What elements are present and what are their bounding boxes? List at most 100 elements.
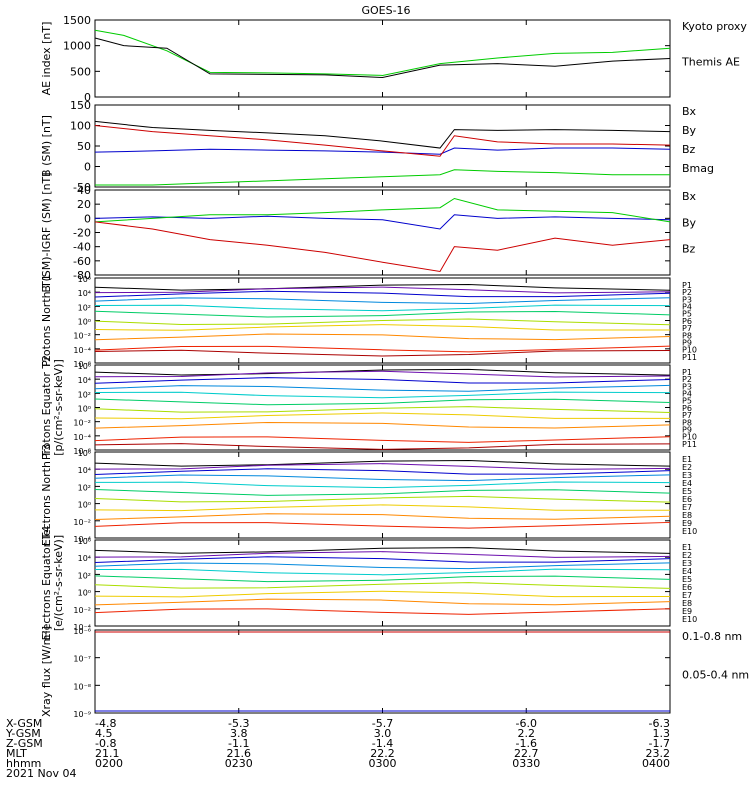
y-tick-label: 10² [78,571,91,580]
y-tick-label: 10⁻² [73,606,91,615]
y-tick-label: 10⁰ [78,501,91,510]
ephemeris-value: -5.3 [228,717,249,730]
legend-entry: P2 [682,288,692,297]
series-line [94,608,671,615]
ephemeris-value: 0330 [512,757,540,770]
series-line [94,333,671,341]
y-axis-label: Protons North T1 [40,274,53,367]
ephemeris-row-label: X-GSM [6,717,42,730]
series-line [94,310,671,318]
ephemeris-value: 22.2 [370,747,395,760]
y-tick-label: 1000 [63,40,91,53]
y-tick-label: 10⁶ [78,362,91,371]
legend-entry: E6 [682,583,692,592]
y-axis-label: Electrons North T3 [40,444,53,546]
series-line [94,304,671,312]
panel-frame [94,629,671,714]
legend-entry: P6 [682,404,692,413]
legend-entry: P1 [682,368,692,377]
y-tick-label: 10⁻⁴ [73,346,91,355]
legend-entry: Bx [682,105,697,118]
y-tick-label: 10² [78,483,91,492]
series-line [94,412,671,420]
legend-entry: E3 [682,471,692,480]
series-line [94,436,671,443]
series-line [94,513,671,520]
ephemeris-value: 21.1 [95,747,120,760]
y-tick-label: 10⁴ [78,289,91,298]
y-tick-label: 10⁶ [78,275,91,284]
y-tick-label: 10⁰ [78,589,91,598]
legend-entry: E9 [682,607,692,616]
legend-entry: P7 [682,324,692,333]
series-line [94,37,671,78]
ephemeris-value: 22.7 [514,747,539,760]
panel-p1: 10⁻⁶ 10⁻⁴ 10⁻² 10⁰ 10² 10⁴ 10⁶ Protons North T1… [40,274,697,369]
y-tick-label: 10⁶ [78,537,91,546]
legend-entry: Bx [682,190,697,203]
legend-entry: Kyoto proxy AE [682,20,750,33]
y-axis-unit: [p/(cm²-s-sr-keV)] [52,359,65,456]
legend-entry: 0.1-0.8 nm [682,630,742,643]
panel-e1: 10⁻⁴ 10⁻² 10⁰ 10² 10⁴ 10⁶ Electrons North T3 E1… [40,444,697,546]
series-line [94,460,671,467]
legend-entry: P11 [682,440,697,449]
series-line [94,568,671,576]
y-tick-label: 10² [78,303,91,312]
legend-entry: E8 [682,599,692,608]
y-tick-label: 0 [84,212,91,225]
y-tick-label: 10⁻⁴ [73,623,91,632]
legend-entry: P2 [682,375,692,384]
legend-entry: E2 [682,551,692,560]
legend-entry: P8 [682,418,692,427]
y-tick-label: -20 [73,227,91,240]
y-tick-label: -40 [73,241,91,254]
series-line [94,384,671,392]
ephemeris-value: -0.8 [95,737,116,750]
ephemeris-value: 2.2 [518,727,536,740]
y-tick-label: 10⁻⁸ [73,682,91,691]
legend-entry: E7 [682,503,692,512]
ephemeris-value: 23.2 [646,747,671,760]
series-line [94,547,671,554]
y-tick-label: 0 [84,91,91,104]
ephemeris-row-label: Y-GSM [5,727,41,740]
series-line [94,221,671,273]
legend-entry: P6 [682,317,692,326]
series-line [94,582,671,589]
y-tick-label: 10⁻⁶ [73,447,91,456]
ephemeris-value: -1.6 [516,737,537,750]
ephemeris-value: -1.4 [372,737,393,750]
legend-entry: P10 [682,346,697,355]
y-tick-label: 10⁰ [78,405,91,414]
series-line [94,474,671,482]
y-tick-label: 10⁴ [78,466,91,475]
legend-entry: 0.05-0.4 nm [682,669,749,682]
y-tick-label: 10⁴ [78,554,91,563]
legend-entry: P4 [682,390,692,399]
y-tick-label: 1500 [63,14,91,27]
panel-p2: 10⁻⁶ 10⁻⁴ 10⁻² 10⁰ 10² 10⁴ 10⁶ Protons Equator … [40,355,697,460]
series-line [94,284,671,291]
series-line [94,406,671,413]
series-line [94,551,671,558]
legend-entry: E4 [682,479,692,488]
series-line [94,598,671,606]
series-line [94,290,671,298]
y-tick-label: 10⁻⁹ [73,710,91,719]
ephemeris-value: 0400 [642,757,670,770]
series-line [94,489,671,496]
ephemeris-value: 4.5 [95,727,113,740]
y-tick-label: 10⁰ [78,318,91,327]
legend-entry: E1 [682,543,692,552]
y-axis-label: B (SM) [nT] [40,115,53,177]
y-axis-label: Protons Equator T2 [40,355,53,460]
y-axis-label: Electrons Equator T4 [40,526,53,641]
ephemeris-row-label: MLT [6,747,27,760]
legend-entry: By [682,216,697,229]
series-line [94,349,671,357]
series-line [94,377,671,384]
ephemeris-value: 0300 [369,757,397,770]
legend-entry: E5 [682,487,692,496]
